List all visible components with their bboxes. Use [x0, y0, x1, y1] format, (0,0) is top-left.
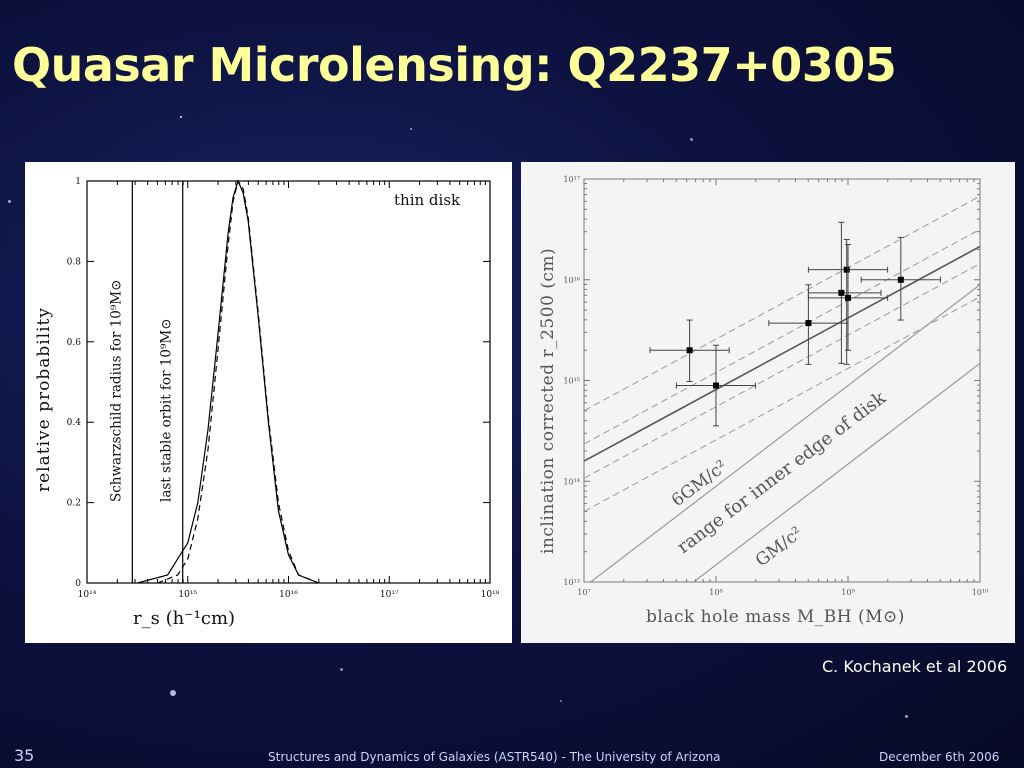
- background-star: [8, 200, 11, 203]
- x-tick-label: 10¹⁵: [178, 590, 197, 600]
- x-tick-label: 10¹⁰: [972, 588, 989, 597]
- x-tick-label: 10⁹: [841, 588, 855, 597]
- y-tick-label: 10¹³: [563, 578, 580, 587]
- y-tick-label: 10¹⁷: [563, 175, 580, 184]
- background-star: [560, 700, 562, 702]
- probability-chart: 10¹⁴ 10¹⁵ 10¹⁶ 10¹⁷ 10¹⁸ 0 0.2 0.4 0.6 0.8 1 Schwa…: [25, 162, 512, 643]
- background-star: [340, 668, 343, 671]
- fit-uncertainty-line: [584, 195, 980, 412]
- y-tick-label: 0.2: [67, 499, 81, 509]
- image-credit: C. Kochanek et al 2006: [822, 657, 1008, 676]
- y-tick-label: 0.6: [67, 338, 82, 348]
- gravitational-radius-label: GM/c²: [752, 523, 806, 571]
- vertical-line-label: last stable orbit for 10⁹M⊙: [159, 318, 175, 502]
- y-axis-label: relative probability: [34, 307, 54, 492]
- x-tick-label: 10⁷: [577, 588, 590, 597]
- background-star: [690, 138, 693, 141]
- data-point: [713, 382, 719, 389]
- plot-frame: [583, 178, 981, 583]
- slide-title: Quasar Microlensing: Q2237+0305: [12, 38, 897, 92]
- background-star: [410, 128, 412, 130]
- y-axis-label: inclination corrected r_2500 (cm): [538, 248, 558, 554]
- data-point: [686, 347, 693, 354]
- mass-radius-chart-svg: 10⁷ 10⁸ 10⁹ 10¹⁰ 10¹³ 10¹⁴ 10¹⁵ 10¹⁶ 10¹⁷ 6GM/c²…: [538, 175, 989, 627]
- background-star: [170, 690, 176, 696]
- x-tick-label: 10¹⁴: [78, 590, 97, 600]
- fit-uncertainty-line: [584, 228, 980, 445]
- isco-line-label: 6GM/c²: [668, 457, 731, 511]
- data-point: [805, 320, 812, 327]
- probability-chart-svg: 10¹⁴ 10¹⁵ 10¹⁶ 10¹⁷ 10¹⁸ 0 0.2 0.4 0.6 0.8 1 Schwa…: [34, 177, 500, 629]
- data-point: [845, 294, 851, 301]
- data-point: [897, 276, 904, 283]
- data-point: [843, 266, 850, 273]
- fit-line: [584, 245, 980, 462]
- series-annotation: thin disk: [394, 191, 461, 209]
- x-tick-label: 10⁸: [709, 588, 722, 597]
- plot-frame: [86, 180, 491, 584]
- background-star: [180, 116, 182, 118]
- y-tick-label: 0.4: [67, 418, 82, 428]
- y-tick-label: 0: [75, 579, 81, 589]
- gravitational-radius-line: [692, 362, 980, 582]
- x-tick-label: 10¹⁶: [279, 590, 298, 600]
- y-tick-label: 10¹⁶: [563, 276, 580, 285]
- y-tick-label: 0.8: [67, 257, 82, 267]
- x-axis-label: r_s (h⁻¹cm): [133, 608, 235, 629]
- vertical-line-label: Schwarzschild radius for 10⁹M⊙: [108, 280, 124, 502]
- y-tick-label: 10¹⁴: [563, 477, 580, 486]
- footer-date: December 6th 2006: [879, 750, 1000, 764]
- fit-uncertainty-line: [584, 296, 980, 512]
- x-axis-label: black hole mass M_BH (M⊙): [646, 607, 905, 627]
- x-tick-label: 10¹⁷: [380, 590, 399, 600]
- fit-uncertainty-line: [584, 263, 980, 479]
- background-star: [905, 715, 908, 718]
- x-tick-label: 10¹⁸: [481, 590, 500, 600]
- mass-radius-chart: 10⁷ 10⁸ 10⁹ 10¹⁰ 10¹³ 10¹⁴ 10¹⁵ 10¹⁶ 10¹⁷ 6GM/c²…: [521, 162, 1015, 643]
- footer-course: Structures and Dynamics of Galaxies (AST…: [268, 750, 721, 764]
- probability-curve-dashed: [157, 179, 319, 584]
- y-tick-label: 1: [75, 177, 81, 187]
- isco-line: [589, 284, 980, 582]
- data-point: [838, 289, 845, 296]
- y-tick-label: 10¹⁵: [563, 377, 580, 386]
- slide-number: 35: [14, 746, 35, 765]
